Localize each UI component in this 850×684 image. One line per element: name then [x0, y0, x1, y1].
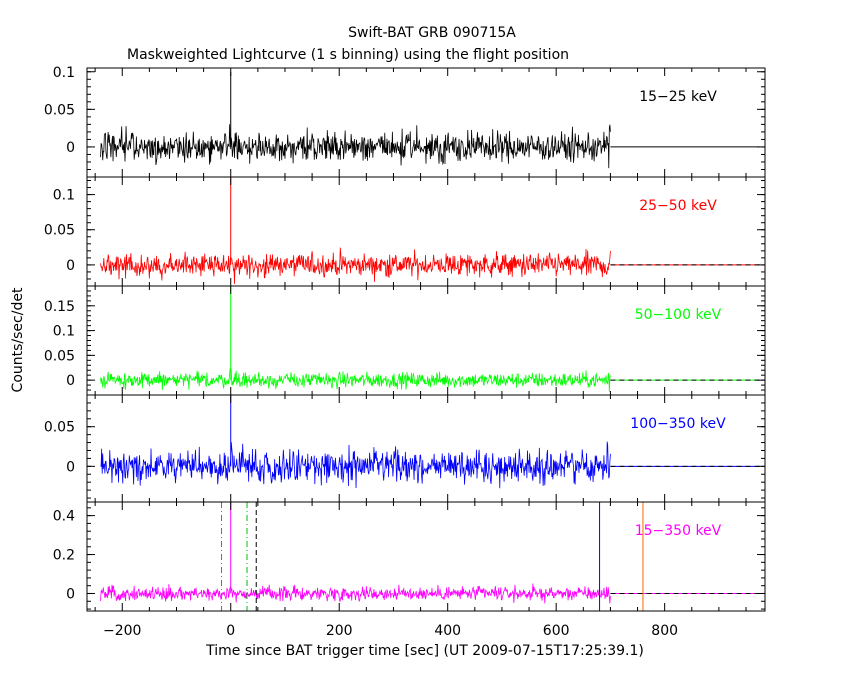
lightcurve-trace [100, 583, 611, 604]
y-tick-label: 0 [66, 373, 75, 389]
lightcurve-trace [100, 247, 611, 284]
lightcurve-trace [100, 124, 611, 169]
x-tick-label: 600 [543, 623, 570, 639]
panel-15-25-kev: 0 0.05 0.1 15−25 keV [44, 65, 766, 178]
x-tick-label: 400 [434, 623, 461, 639]
y-tick-label: 0.1 [53, 324, 75, 340]
energy-band-label: 15−25 keV [639, 89, 717, 105]
panel-15-350-kev: 0 0.2 0.4 15−350 keV [53, 501, 766, 612]
energy-band-label: 25−50 keV [639, 198, 717, 214]
panel-frame [86, 501, 766, 612]
x-axis-label: Time since BAT trigger time [sec] (UT 20… [205, 643, 644, 659]
energy-band-label: 100−350 keV [630, 416, 726, 432]
y-tick-label: 0.4 [53, 509, 75, 525]
lightcurve-trace [100, 367, 611, 392]
panel-25-50-kev: 0 0.05 0.1 25−50 keV [44, 176, 766, 287]
x-tick-label: 200 [326, 623, 353, 639]
y-tick-label: 0.2 [53, 548, 75, 564]
x-tick-label: −200 [103, 623, 141, 639]
panel-frame [86, 285, 766, 396]
y-tick-label: 0.1 [53, 188, 75, 204]
panel-100-350-kev: 0 0.05 100−350 keV [44, 394, 766, 503]
y-tick-label: 0 [66, 586, 75, 602]
y-tick-label: 0.1 [53, 65, 75, 81]
energy-band-label: 15−350 keV [635, 523, 722, 539]
energy-band-label: 50−100 keV [635, 307, 722, 323]
panel-50-100-kev: 0 0.05 0.1 0.15 50−100 keV [44, 285, 766, 396]
chart-subtitle: Maskweighted Lightcurve (1 s binning) us… [127, 47, 569, 63]
chart-title: Swift-BAT GRB 090715A [348, 25, 516, 41]
panel-frame [86, 394, 766, 503]
y-tick-label: 0 [66, 140, 75, 156]
y-tick-label: 0 [66, 258, 75, 274]
x-tick-label: 0 [226, 623, 235, 639]
y-tick-label: 0.05 [44, 223, 75, 239]
y-tick-label: 0.05 [44, 102, 75, 118]
y-axis-label: Counts/sec/det [10, 287, 26, 392]
x-tick-label: 800 [651, 623, 678, 639]
lightcurve-trace [100, 441, 611, 489]
y-tick-label: 0.05 [44, 420, 75, 436]
y-tick-label: 0 [66, 459, 75, 475]
y-tick-label: 0.15 [44, 299, 75, 315]
y-tick-label: 0.05 [44, 348, 75, 364]
